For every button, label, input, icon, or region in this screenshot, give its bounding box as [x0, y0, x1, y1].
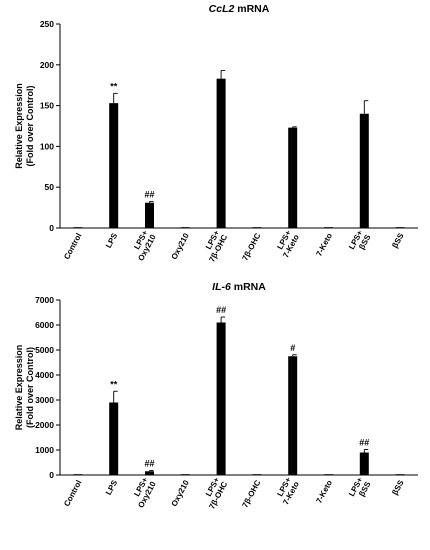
significance-label: ** [110, 379, 118, 389]
x-tick-label: 7β-OHC [241, 231, 263, 262]
x-tick-label-line: βSS [390, 231, 406, 250]
bar [180, 474, 190, 475]
bar [145, 471, 154, 475]
x-tick-label: βSS [390, 478, 406, 497]
x-tick-label: Control [62, 232, 83, 261]
y-tick-label: 3000 [35, 395, 54, 405]
y-tick-label: 100 [40, 141, 54, 151]
x-tick-label: 7β-OHC [241, 478, 263, 509]
x-tick-label: Oxy210 [170, 231, 192, 261]
y-axis-label: Relative Expression(Fold over Control) [14, 83, 35, 169]
bar [288, 127, 298, 228]
x-tick-label: LPS+7-Keto [273, 229, 301, 260]
x-tick-label: LPS+7β-OHC [199, 476, 229, 511]
x-tick-label: LPS [104, 231, 120, 250]
bar [73, 474, 83, 475]
bar [395, 474, 405, 475]
bar [252, 227, 262, 228]
bar [145, 202, 154, 228]
chart-title-suffix: mRNA [231, 281, 266, 293]
y-tick-label: 0 [49, 470, 54, 480]
y-tick-label: 0 [49, 223, 54, 233]
x-tick-label: LPS+Oxy210 [128, 475, 158, 509]
y-tick-label: 150 [40, 101, 54, 111]
chart-title: CcL2 mRNA [209, 3, 270, 15]
y-tick-label: 250 [40, 19, 54, 29]
y-tick-label: 2000 [35, 420, 54, 430]
x-tick-label: LPS+βSS [347, 228, 373, 255]
y-tick-label: 5000 [35, 345, 54, 355]
y-axis-label: Relative Expression(Fold over Control) [14, 345, 35, 431]
significance-label: ## [144, 189, 154, 199]
significance-label: ## [359, 438, 369, 448]
y-axis-label-line: (Fold over Control) [25, 347, 35, 428]
bar [288, 356, 298, 475]
x-tick-label: LPS [104, 478, 120, 497]
bar [324, 474, 333, 475]
x-tick-label: Control [62, 479, 83, 508]
bar [252, 474, 262, 475]
y-tick-label: 50 [45, 182, 55, 192]
x-tick-label: LPS+βSS [347, 475, 373, 502]
x-tick-label-line: 7β-OHC [241, 478, 263, 509]
x-tick-label: LPS+Oxy210 [128, 228, 158, 262]
x-tick-label: Oxy210 [170, 478, 192, 508]
significance-label: # [290, 343, 295, 353]
chart-ccl2: CcL2 mRNA Relative Expression(Fold over C… [14, 3, 418, 264]
x-tick-label-line: βSS [390, 478, 406, 497]
y-axis-label-line: Relative Expression [14, 345, 24, 431]
x-tick-label-line: Control [62, 479, 83, 508]
x-tick-label-line: 7β-OHC [241, 231, 263, 262]
y-tick-label: 7000 [35, 295, 54, 305]
y-tick-label: 1000 [35, 445, 54, 455]
x-tick-label-line: LPS [104, 231, 120, 250]
bar [359, 113, 369, 228]
x-tick-label-line: Oxy210 [170, 231, 192, 261]
y-tick-label: 6000 [35, 320, 54, 330]
x-tick-label-line: 7-Keto [314, 479, 334, 505]
bar [109, 402, 119, 475]
bar [73, 227, 83, 228]
chart-il6: IL-6 mRNA Relative Expression(Fold over C… [14, 281, 418, 511]
chart-title-gene: IL-6 [212, 281, 231, 293]
bar [395, 227, 405, 228]
x-tick-label-line: LPS [104, 478, 120, 497]
significance-label: ## [144, 459, 154, 469]
y-tick-label: 200 [40, 60, 54, 70]
significance-label: ** [110, 81, 118, 91]
bar [109, 103, 119, 228]
x-tick-label-line: Control [62, 232, 83, 261]
bar [216, 322, 226, 475]
bar [359, 452, 369, 475]
bar [216, 78, 226, 228]
x-tick-label: LPS+7β-OHC [199, 229, 229, 264]
y-axis-label-line: (Fold over Control) [25, 86, 35, 167]
chart-title: IL-6 mRNA [212, 281, 266, 293]
x-tick-label: βSS [390, 231, 406, 250]
y-axis-label-line: Relative Expression [14, 83, 24, 169]
x-tick-label: LPS+7-Keto [273, 476, 301, 507]
significance-label: ## [216, 305, 226, 315]
x-tick-label: 7-Keto [314, 479, 334, 505]
y-tick-label: 4000 [35, 370, 54, 380]
bar [180, 227, 190, 228]
chart-title-gene: CcL2 [209, 3, 235, 15]
x-tick-label-line: 7-Keto [314, 232, 334, 258]
chart-title-suffix: mRNA [234, 3, 269, 15]
bar [324, 227, 333, 228]
x-tick-label: 7-Keto [314, 232, 334, 258]
x-tick-label-line: Oxy210 [170, 478, 192, 508]
